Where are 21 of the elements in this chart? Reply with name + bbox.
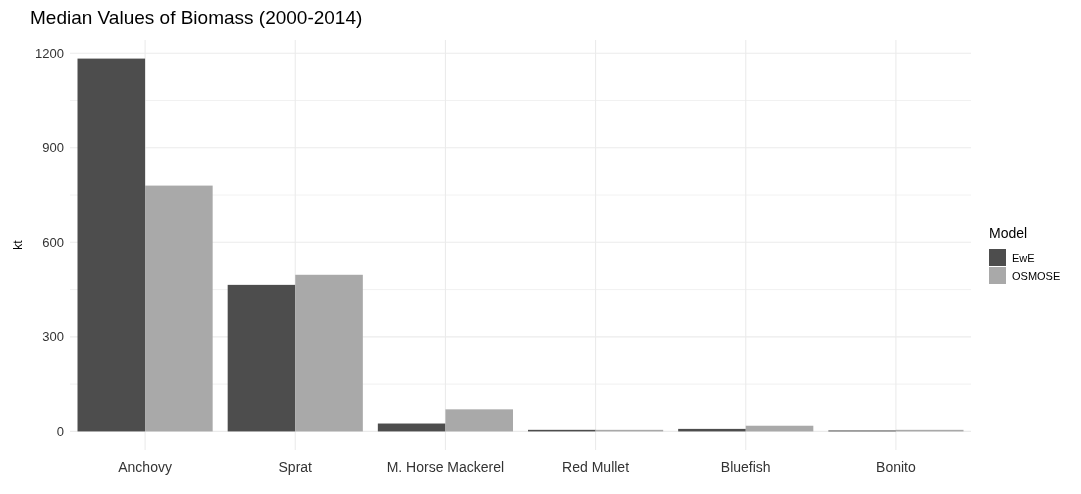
- bar: [445, 409, 513, 432]
- x-tick-label: Red Mullet: [562, 459, 630, 475]
- y-tick-label: 600: [42, 234, 64, 250]
- x-tick-label: Bonito: [876, 459, 916, 475]
- legend-label: OSMOSE: [1012, 269, 1061, 282]
- chart-title: Median Values of Biomass (2000-2014): [30, 7, 363, 28]
- y-tick-label: 300: [42, 329, 64, 345]
- x-tick-label: M. Horse Mackerel: [386, 459, 505, 475]
- bar: [145, 185, 213, 432]
- y-tick-label: 900: [42, 140, 64, 156]
- legend-label: EwE: [1012, 251, 1035, 264]
- y-axis-title: kt: [11, 239, 25, 250]
- y-tick-label: 0: [56, 423, 64, 439]
- x-tick-label: Anchovy: [118, 459, 172, 475]
- x-tick-label: Bluefish: [720, 459, 771, 475]
- bar: [77, 58, 146, 432]
- legend-title: Model: [989, 225, 1028, 241]
- bar: [227, 284, 296, 432]
- y-tick-label: 1200: [35, 45, 64, 61]
- bar: [295, 274, 363, 432]
- x-tick-label: Sprat: [278, 459, 313, 475]
